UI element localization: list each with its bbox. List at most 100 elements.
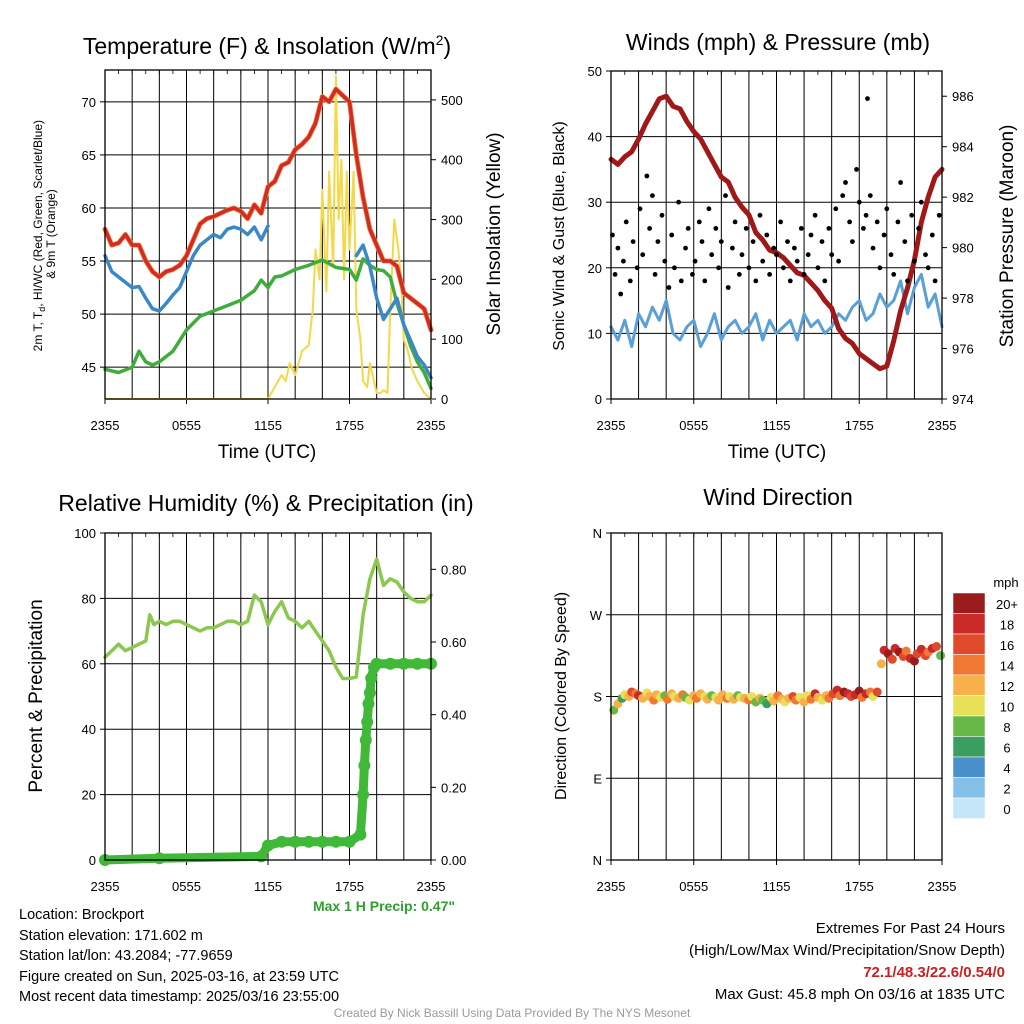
humidity-x-tick-label: 0555 [172, 879, 201, 894]
humidity-y-tick-label: 80 [82, 591, 96, 606]
wind-direction-point [936, 651, 946, 661]
wind-gust-point [612, 272, 618, 277]
colorbar-swatch [952, 592, 986, 614]
wind-gust-point [678, 278, 684, 284]
precipitation-point [343, 835, 356, 848]
colorbar-swatch [952, 633, 986, 655]
wind-gust-point [618, 291, 624, 297]
direction-panel: Wind Direction N E S W N 2355 0555 1155 1755 2355… [553, 484, 1019, 894]
winds-y2-tick-label: 976 [952, 342, 974, 357]
direction-y-tick-label: N [593, 526, 602, 541]
wind-gust-point [690, 272, 695, 277]
precipitation-point [411, 657, 424, 670]
direction-plot-area: N E S W N 2355 0555 1155 1755 2355 [590, 526, 957, 894]
winds-x-tick-label: 1155 [763, 418, 791, 433]
winds-y-axis-label: Sonic Wind & Gust (Blue, Black) [551, 121, 568, 350]
recent-timestamp: Most recent data timestamp: 2025/03/16 2… [19, 989, 340, 1005]
humidity-x-tick-label: 2355 [417, 879, 446, 894]
temperature-y2-axis-label: Solar Insolation (Yellow) [484, 132, 505, 335]
wind-gust-point [854, 167, 859, 172]
wind-gust-point [918, 199, 924, 205]
wind-gust-point [692, 258, 698, 264]
wind-gust-point [856, 199, 862, 205]
wind-gust-point [798, 226, 804, 231]
colorbar-swatch [952, 736, 986, 758]
wind-gust-point [925, 265, 931, 271]
wind-gust-point [615, 245, 621, 251]
wind-gust-point [652, 272, 658, 277]
winds-frame [610, 70, 943, 400]
wind-gust-point [621, 258, 626, 264]
temperature-y-label-line-1b: , HI/WC (Red, Green, Scarlet/Blue) [31, 120, 45, 307]
direction-x-tick-label: 1155 [763, 879, 791, 894]
humidity-y-tick-label: 0 [89, 853, 96, 868]
colorbar-swatch [952, 695, 986, 717]
wind-gust-point [829, 252, 835, 258]
humidity-panel: Relative Humidity (%) & Precipitation (i… [26, 490, 474, 914]
wind-gust-point [902, 239, 908, 245]
wind-gust-point [753, 278, 759, 284]
wind-gust-point [826, 226, 832, 231]
wind-gust-point [771, 245, 777, 251]
wind-gust-point [840, 193, 846, 199]
colorbar-label: 12 [1000, 679, 1014, 694]
temperature-y-label-line-2: & 9m T (Orange) [44, 189, 58, 279]
wind-gust-point [702, 278, 708, 284]
precipitation-point [289, 835, 302, 848]
wind-gust-point [815, 265, 821, 271]
temperature-y-tick-label: 55 [82, 254, 96, 269]
wind-gust-point [746, 265, 752, 271]
temperature-y-tick-label: 50 [82, 307, 96, 322]
wind-gust-point [870, 245, 876, 251]
wind-gust-point [861, 226, 866, 231]
colorbar-swatch [952, 756, 986, 778]
wind-gust-point [843, 180, 848, 185]
wind-gust-point [750, 239, 756, 245]
winds-y-tick-label: 40 [588, 130, 602, 145]
wind-gust-point [909, 212, 915, 218]
sonic-wind-line [609, 272, 944, 348]
temperature-x-tick-label: 2355 [417, 418, 446, 433]
wind-gust-point [676, 199, 681, 205]
wind-gust-point [739, 252, 745, 258]
wind-gust-point [805, 252, 811, 258]
wind-gust-point [732, 219, 738, 225]
temperature-frame [104, 69, 432, 400]
wind-gust-point [767, 272, 772, 277]
wind-gust-point [640, 252, 646, 258]
temperature-y-label-subscript: d [37, 307, 47, 312]
wind-gust-point [891, 272, 897, 277]
wind-gust-point [895, 219, 901, 225]
temperature-x-tick-label: 2355 [91, 418, 120, 433]
precipitation-point [316, 835, 329, 848]
precipitation-point [357, 788, 370, 801]
temperature-panel: Temperature (F) & Insolation (W/m2) 45 50… [31, 32, 505, 463]
humidity-y2-tick-label: 0.60 [441, 635, 466, 650]
colorbar-swatch [952, 613, 986, 635]
temperature-plot-area: 45 50 55 60 65 70 0 100 200 300 400 500 2355 0555 1155… [82, 69, 463, 433]
humidity-y-tick-label: 20 [82, 788, 96, 803]
wind-gust-point [630, 239, 636, 245]
wind-gust-point [627, 278, 633, 284]
wind-gust-point [863, 212, 869, 218]
direction-y-tick-label: E [593, 771, 602, 786]
wind-gust-point [650, 193, 655, 199]
heat-index-windchill-line [354, 243, 433, 380]
wind-gust-point [696, 219, 702, 225]
colorbar-label: 18 [1000, 618, 1014, 633]
humidity-y2-tick-label: 0.20 [441, 780, 466, 795]
wind-gust-point [764, 232, 770, 238]
temperature-y-tick-label: 60 [82, 201, 96, 216]
wind-gust-point [778, 219, 783, 225]
wind-gust-point [760, 258, 766, 264]
temperature-y2-tick-label: 500 [441, 93, 463, 108]
colorbar-label: 4 [1003, 761, 1010, 776]
winds-y-tick-label: 10 [588, 326, 602, 341]
winds-x-tick-label: 1755 [845, 418, 874, 433]
precipitation-point [153, 852, 166, 865]
colorbar-label: 2 [1003, 782, 1010, 797]
humidity-y2-tick-label: 0.80 [441, 562, 466, 577]
direction-x-tick-label: 0555 [679, 879, 708, 894]
winds-plot-area: 0 10 20 30 40 50 974 976 978 980 982 984 986 2355 0555… [588, 64, 974, 433]
